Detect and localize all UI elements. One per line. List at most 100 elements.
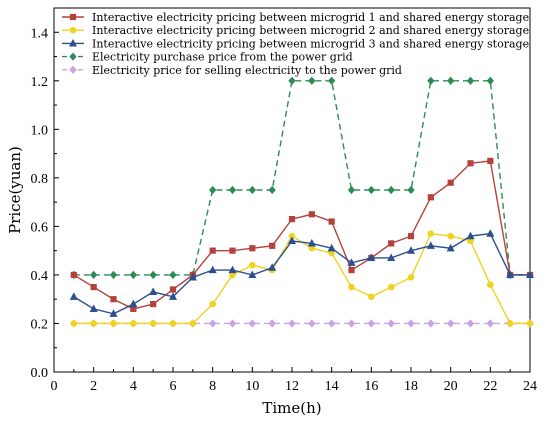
data-point bbox=[110, 320, 117, 327]
data-point bbox=[387, 253, 396, 262]
data-point bbox=[387, 185, 395, 195]
x-tick-label: 12 bbox=[285, 379, 299, 394]
data-point bbox=[506, 320, 514, 327]
legend-item: Electricity price for selling electricit… bbox=[62, 64, 402, 77]
data-point bbox=[89, 304, 98, 313]
series-1 bbox=[70, 157, 534, 313]
data-point bbox=[466, 319, 475, 328]
data-point bbox=[347, 319, 356, 328]
data-point bbox=[426, 241, 435, 249]
data-point bbox=[129, 270, 138, 280]
series-4 bbox=[70, 76, 534, 280]
data-point bbox=[407, 274, 415, 281]
data-point bbox=[466, 231, 475, 240]
data-point bbox=[368, 293, 375, 301]
data-point bbox=[427, 76, 435, 85]
data-point bbox=[387, 283, 395, 291]
data-point bbox=[347, 185, 356, 195]
data-point bbox=[149, 270, 157, 280]
data-point bbox=[427, 230, 435, 237]
x-tick-label: 0 bbox=[51, 379, 58, 394]
legend-item: Interactive electricity pricing between … bbox=[62, 11, 529, 24]
series-line bbox=[73, 232, 530, 325]
data-point bbox=[327, 243, 336, 252]
x-tick-label: 22 bbox=[483, 379, 497, 394]
data-point bbox=[168, 292, 178, 300]
data-point bbox=[446, 76, 455, 85]
data-point bbox=[169, 320, 177, 327]
y-tick-label: 0.4 bbox=[31, 269, 49, 284]
data-point bbox=[287, 236, 297, 245]
x-tick-label: 4 bbox=[130, 379, 137, 394]
x-tick-label: 16 bbox=[364, 379, 378, 394]
data-point bbox=[248, 270, 257, 279]
data-point bbox=[388, 240, 395, 247]
legend-item: Interactive electricity pricing between … bbox=[62, 37, 529, 50]
data-point bbox=[367, 253, 376, 262]
data-point bbox=[149, 287, 158, 296]
data-point bbox=[288, 216, 296, 223]
data-point bbox=[109, 309, 118, 317]
data-point bbox=[209, 300, 216, 308]
data-point bbox=[90, 320, 97, 327]
data-point bbox=[348, 266, 355, 274]
y-tick-label: 1.0 bbox=[31, 123, 49, 138]
data-point bbox=[467, 160, 474, 167]
data-point bbox=[248, 319, 257, 328]
data-point bbox=[525, 270, 535, 279]
data-point bbox=[248, 185, 257, 195]
legend-marker bbox=[69, 26, 77, 34]
data-point bbox=[367, 185, 376, 195]
legend-marker bbox=[69, 52, 77, 61]
data-point bbox=[308, 211, 315, 218]
legend-label: Electricity price for selling electricit… bbox=[92, 64, 402, 77]
x-tick-label: 2 bbox=[90, 379, 97, 394]
series-line bbox=[73, 232, 530, 315]
data-point bbox=[169, 270, 177, 280]
data-point bbox=[189, 320, 197, 327]
axes-group: 0 2 4 6 8 10 12 14 16 18 20 22 240.00.20.40.60.81.01… bbox=[31, 7, 537, 394]
data-point bbox=[109, 270, 118, 280]
data-point bbox=[70, 271, 77, 279]
series-line bbox=[73, 160, 530, 310]
data-point bbox=[348, 283, 355, 291]
data-point bbox=[268, 319, 276, 328]
data-point bbox=[407, 319, 415, 328]
data-point bbox=[447, 232, 454, 240]
data-point bbox=[406, 246, 416, 254]
legend: Interactive electricity pricing between … bbox=[62, 11, 529, 77]
data-point bbox=[150, 300, 157, 308]
data-point bbox=[129, 299, 138, 308]
y-tick-label: 1.2 bbox=[31, 75, 49, 90]
x-tick-label: 6 bbox=[170, 379, 177, 394]
x-tick-label: 24 bbox=[523, 379, 537, 394]
legend-label: Electricity purchase price from the powe… bbox=[92, 51, 353, 64]
x-tick-label: 20 bbox=[444, 379, 458, 394]
x-axis-title: Time(h) bbox=[262, 399, 321, 417]
x-tick-label: 18 bbox=[404, 379, 418, 394]
legend-label: Interactive electricity pricing between … bbox=[92, 37, 529, 50]
data-point bbox=[407, 185, 415, 195]
data-point bbox=[229, 247, 236, 254]
data-point bbox=[188, 272, 197, 281]
legend-marker bbox=[69, 65, 77, 74]
data-point bbox=[387, 319, 395, 328]
x-tick-label: 8 bbox=[209, 379, 216, 394]
data-point bbox=[228, 265, 237, 274]
data-point bbox=[208, 319, 217, 328]
data-point bbox=[69, 292, 78, 300]
data-point bbox=[486, 319, 495, 328]
data-point bbox=[466, 76, 475, 85]
data-point bbox=[130, 320, 137, 327]
data-point bbox=[228, 185, 237, 195]
data-point bbox=[427, 319, 435, 328]
y-tick-label: 0.8 bbox=[31, 172, 49, 187]
x-tick-label: 14 bbox=[325, 379, 339, 394]
data-point bbox=[427, 194, 434, 201]
data-point bbox=[327, 319, 336, 328]
data-point bbox=[268, 185, 276, 195]
data-point bbox=[208, 185, 217, 195]
data-point bbox=[447, 179, 454, 186]
